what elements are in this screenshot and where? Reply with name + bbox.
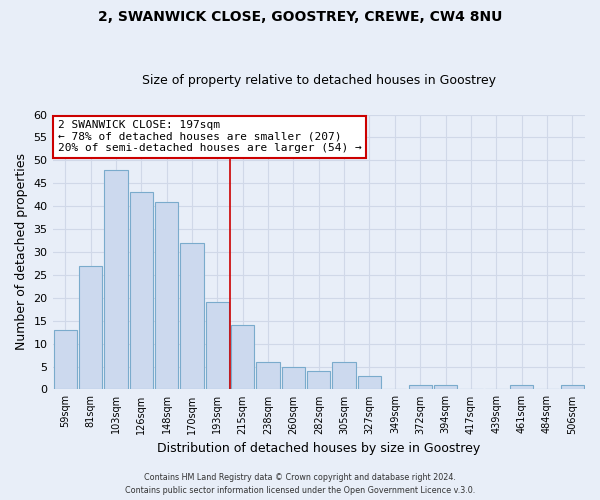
Bar [434,385,457,390]
Bar [409,385,432,390]
Bar [206,302,229,390]
Title: Size of property relative to detached houses in Goostrey: Size of property relative to detached ho… [142,74,496,87]
Bar [155,202,178,390]
Bar [307,371,331,390]
Bar [130,192,153,390]
Bar [358,376,381,390]
Bar [510,385,533,390]
Text: Contains HM Land Registry data © Crown copyright and database right 2024.
Contai: Contains HM Land Registry data © Crown c… [125,473,475,495]
Y-axis label: Number of detached properties: Number of detached properties [15,154,28,350]
Bar [282,366,305,390]
Text: 2, SWANWICK CLOSE, GOOSTREY, CREWE, CW4 8NU: 2, SWANWICK CLOSE, GOOSTREY, CREWE, CW4 … [98,10,502,24]
Bar [231,326,254,390]
X-axis label: Distribution of detached houses by size in Goostrey: Distribution of detached houses by size … [157,442,481,455]
Bar [256,362,280,390]
Text: 2 SWANWICK CLOSE: 197sqm
← 78% of detached houses are smaller (207)
20% of semi-: 2 SWANWICK CLOSE: 197sqm ← 78% of detach… [58,120,362,154]
Bar [104,170,128,390]
Bar [332,362,356,390]
Bar [560,385,584,390]
Bar [53,330,77,390]
Bar [181,243,203,390]
Bar [79,266,102,390]
